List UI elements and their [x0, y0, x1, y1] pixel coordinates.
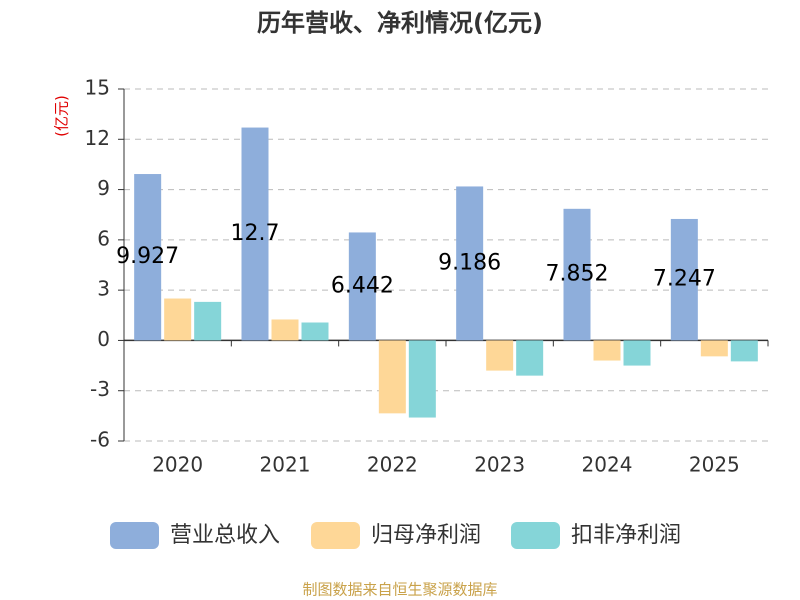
legend-swatch[interactable] — [311, 522, 360, 549]
x-tick-label: 2021 — [260, 453, 311, 477]
bar — [593, 340, 621, 361]
y-tick-label: 9 — [97, 176, 110, 200]
bar — [194, 301, 222, 341]
bar — [271, 319, 299, 341]
bar — [408, 340, 436, 418]
legend-label[interactable]: 营业总收入 — [170, 523, 280, 548]
y-tick-label: 15 — [85, 76, 110, 100]
x-tick-label: 2020 — [152, 453, 203, 477]
x-tick-label: 2022 — [367, 453, 418, 477]
bar — [486, 340, 514, 371]
value-label: 7.852 — [546, 262, 609, 287]
bar — [348, 232, 376, 341]
y-axis-label: (亿元) — [53, 95, 71, 137]
bar — [516, 340, 544, 376]
x-tick-label: 2023 — [474, 453, 525, 477]
y-tick-label: -6 — [90, 428, 110, 452]
y-tick-label: 6 — [97, 226, 110, 250]
legend-swatch[interactable] — [511, 522, 560, 549]
bar — [241, 127, 269, 341]
bar — [730, 340, 758, 362]
legend-label[interactable]: 归母净利润 — [371, 523, 481, 548]
value-label: 12.7 — [231, 221, 280, 246]
bar — [700, 340, 728, 357]
value-label: 9.927 — [116, 244, 179, 269]
value-label: 6.442 — [331, 273, 394, 298]
bar — [623, 340, 651, 366]
y-tick-label: -3 — [90, 377, 110, 401]
bar — [301, 322, 329, 341]
x-tick-label: 2024 — [582, 453, 633, 477]
bar — [456, 186, 484, 341]
bar — [670, 218, 698, 341]
chart-title: 历年营收、净利情况(亿元) — [257, 9, 543, 37]
x-tick-label: 2025 — [689, 453, 740, 477]
bar — [164, 298, 192, 341]
y-tick-label: 0 — [97, 327, 110, 351]
bar — [563, 208, 591, 341]
y-tick-label: 12 — [85, 126, 110, 150]
legend-label[interactable]: 扣非净利润 — [571, 523, 681, 548]
value-label: 7.247 — [653, 267, 716, 292]
footer: 制图数据来自恒生聚源数据库 — [302, 581, 497, 599]
bar — [378, 340, 406, 414]
value-label: 9.186 — [438, 250, 501, 275]
y-tick-label: 3 — [97, 277, 110, 301]
bar — [134, 174, 162, 341]
legend-swatch[interactable] — [110, 522, 159, 549]
